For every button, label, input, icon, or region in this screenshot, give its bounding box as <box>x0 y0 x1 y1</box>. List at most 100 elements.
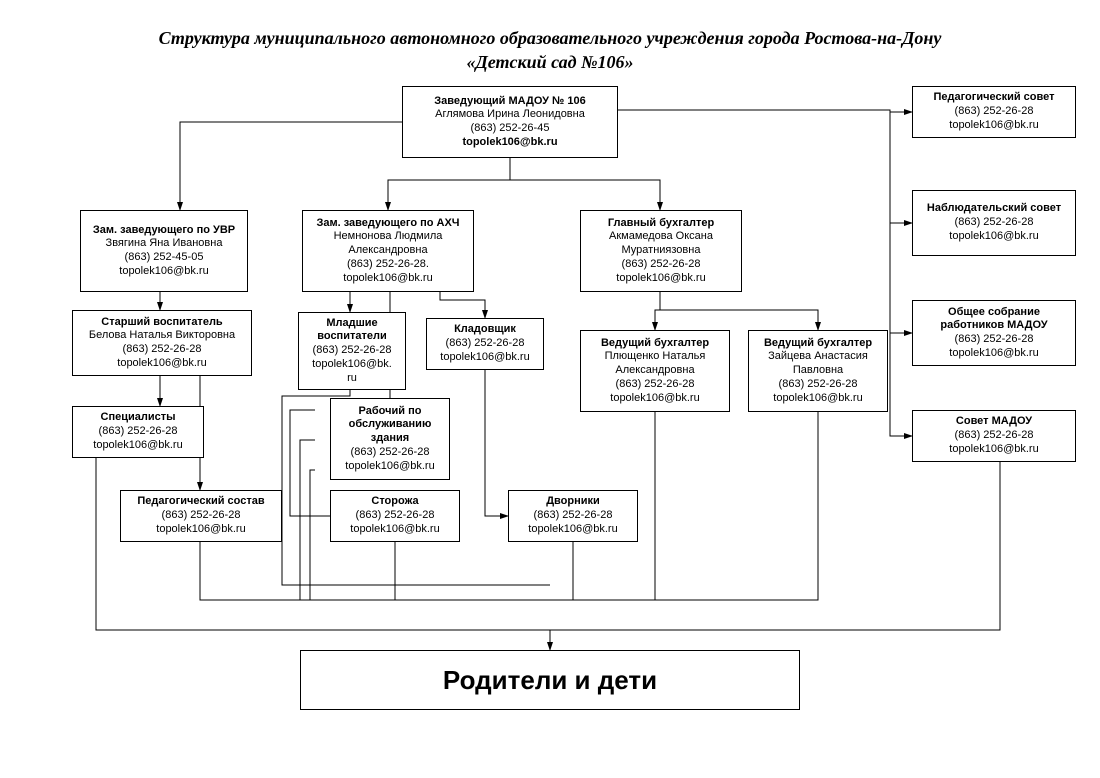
node-bottom: Родители и дети <box>300 650 800 710</box>
node-line: topolek106@bk.ru <box>587 272 735 286</box>
node-title: Ведущий бухгалтер <box>755 337 881 351</box>
node-title: Педагогический состав <box>127 495 275 509</box>
node-line: (863) 252-26-45 <box>409 122 611 136</box>
node-title: Главный бухгалтер <box>587 217 735 231</box>
node-nabl_sovet: Наблюдательский совет(863) 252-26-28topo… <box>912 190 1076 256</box>
node-line: topolek106@bk.ru <box>515 523 631 537</box>
node-line: topolek106@bk.ru <box>309 272 467 286</box>
node-line: (863) 252-26-28 <box>587 378 723 392</box>
node-glav_buh: Главный бухгалтерАкмамедова Оксана Мурат… <box>580 210 742 292</box>
edge-2 <box>510 158 660 210</box>
node-line: topolek106@bk.ru <box>587 392 723 406</box>
node-line: Плющенко Наталья Александровна <box>587 350 723 378</box>
node-ped_sostav: Педагогический состав(863) 252-26-28topo… <box>120 490 282 542</box>
node-title: Совет МАДОУ <box>919 415 1069 429</box>
edge-16 <box>300 440 315 560</box>
node-line: topolek106@bk.ru <box>87 265 241 279</box>
node-line: (863) 252-26-28 <box>127 509 275 523</box>
edge-5 <box>890 223 912 333</box>
node-line: (863) 252-26-28 <box>79 425 197 439</box>
node-ved_buh1: Ведущий бухгалтерПлющенко Наталья Алекса… <box>580 330 730 412</box>
node-line: (863) 252-26-28 <box>919 429 1069 443</box>
edge-14 <box>660 292 818 330</box>
node-line: Акмамедова Оксана Муратниязовна <box>587 230 735 258</box>
node-storozha: Сторожа(863) 252-26-28topolek106@bk.ru <box>330 490 460 542</box>
node-line: (863) 252-26-28 <box>919 216 1069 230</box>
node-title: Зам. заведующего по УВР <box>87 224 241 238</box>
edge-19 <box>96 458 550 650</box>
node-line: topolek106@bk.ru <box>919 347 1069 361</box>
node-title: Старший воспитатель <box>79 316 245 330</box>
edge-6 <box>890 333 912 436</box>
node-line: (863) 252-26-28 <box>587 258 735 272</box>
edge-4 <box>890 112 912 223</box>
node-zam_ahch: Зам. заведующего по АХЧНемнонова Людмила… <box>302 210 474 292</box>
node-line: Белова Наталья Викторовна <box>79 329 245 343</box>
node-title: Наблюдательский совет <box>919 202 1069 216</box>
node-ved_buh2: Ведущий бухгалтерЗайцева Анастасия Павло… <box>748 330 888 412</box>
page-title-line2: «Детский сад №106» <box>0 52 1100 73</box>
node-line: Аглямова Ирина Леонидовна <box>409 108 611 122</box>
node-starsh_vosp: Старший воспитательБелова Наталья Виктор… <box>72 310 252 376</box>
node-obsh_sobr: Общее собрание работников МАДОУ(863) 252… <box>912 300 1076 366</box>
node-line: topolek106@bk.ru <box>337 460 443 474</box>
node-line: ru <box>305 372 399 386</box>
node-line: topolek106@bk.ru <box>127 523 275 537</box>
node-title: Сторожа <box>337 495 453 509</box>
edge-20 <box>200 542 550 600</box>
edge-28 <box>550 462 1000 630</box>
node-line: topolek106@bk.ru <box>919 230 1069 244</box>
node-zam_uvr: Зам. заведующего по УВРЗвягина Яна Ивано… <box>80 210 248 292</box>
node-title: Зам. заведующего по АХЧ <box>309 217 467 231</box>
node-line: topolek106@bk. <box>305 358 399 372</box>
node-line: topolek106@bk.ru <box>919 443 1069 457</box>
node-line: (863) 252-26-28 <box>919 333 1069 347</box>
node-title: Специалисты <box>79 411 197 425</box>
edge-13 <box>655 292 660 330</box>
edge-1 <box>388 158 510 210</box>
node-line: topolek106@bk.ru <box>79 439 197 453</box>
edge-0 <box>180 122 402 210</box>
node-title: Заведующий МАДОУ № 106 <box>409 95 611 109</box>
node-line: (863) 252-26-28 <box>515 509 631 523</box>
node-line: topolek106@bk.ru <box>337 523 453 537</box>
page-title-line1: Структура муниципального автономного обр… <box>0 28 1100 49</box>
node-dvorniki: Дворники(863) 252-26-28topolek106@bk.ru <box>508 490 638 542</box>
node-title: Педагогический совет <box>919 91 1069 105</box>
node-line: (863) 252-26-28 <box>305 344 399 358</box>
node-sovet_madou: Совет МАДОУ(863) 252-26-28topolek106@bk.… <box>912 410 1076 462</box>
node-head: Заведующий МАДОУ № 106Аглямова Ирина Лео… <box>402 86 618 158</box>
edge-11 <box>440 292 485 318</box>
node-title: Кладовщик <box>433 323 537 337</box>
node-title: Младшие воспитатели <box>305 317 399 345</box>
edge-17 <box>310 470 315 555</box>
edge-15 <box>290 410 330 516</box>
node-line: (863) 252-26-28 <box>337 509 453 523</box>
node-title: Дворники <box>515 495 631 509</box>
node-mlad_vosp: Младшие воспитатели(863) 252-26-28topole… <box>298 312 406 390</box>
node-line: (863) 252-26-28 <box>755 378 881 392</box>
node-line: (863) 252-26-28 <box>79 343 245 357</box>
node-title: Ведущий бухгалтер <box>587 337 723 351</box>
node-line: topolek106@bk.ru <box>79 357 245 371</box>
node-line: Зайцева Анастасия Павловна <box>755 350 881 378</box>
node-line: (863) 252-26-28 <box>337 446 443 460</box>
edge-18 <box>485 370 508 516</box>
edge-3 <box>618 110 912 112</box>
node-line: topolek106@bk.ru <box>919 119 1069 133</box>
node-bold-line: topolek106@bk.ru <box>409 136 611 150</box>
node-rabochiy: Рабочий по обслуживанию здания(863) 252-… <box>330 398 450 480</box>
node-specialisty: Специалисты(863) 252-26-28topolek106@bk.… <box>72 406 204 458</box>
node-klad: Кладовщик(863) 252-26-28topolek106@bk.ru <box>426 318 544 370</box>
node-line: (863) 252-26-28. <box>309 258 467 272</box>
node-ped_sovet: Педагогический совет(863) 252-26-28topol… <box>912 86 1076 138</box>
node-line: (863) 252-45-05 <box>87 251 241 265</box>
node-line: topolek106@bk.ru <box>433 351 537 365</box>
node-line: Немнонова Людмила Александровна <box>309 230 467 258</box>
node-line: (863) 252-26-28 <box>433 337 537 351</box>
node-title: Общее собрание работников МАДОУ <box>919 306 1069 334</box>
node-line: (863) 252-26-28 <box>919 105 1069 119</box>
node-title: Рабочий по обслуживанию здания <box>337 405 443 446</box>
node-line: Звягина Яна Ивановна <box>87 237 241 251</box>
node-line: topolek106@bk.ru <box>755 392 881 406</box>
